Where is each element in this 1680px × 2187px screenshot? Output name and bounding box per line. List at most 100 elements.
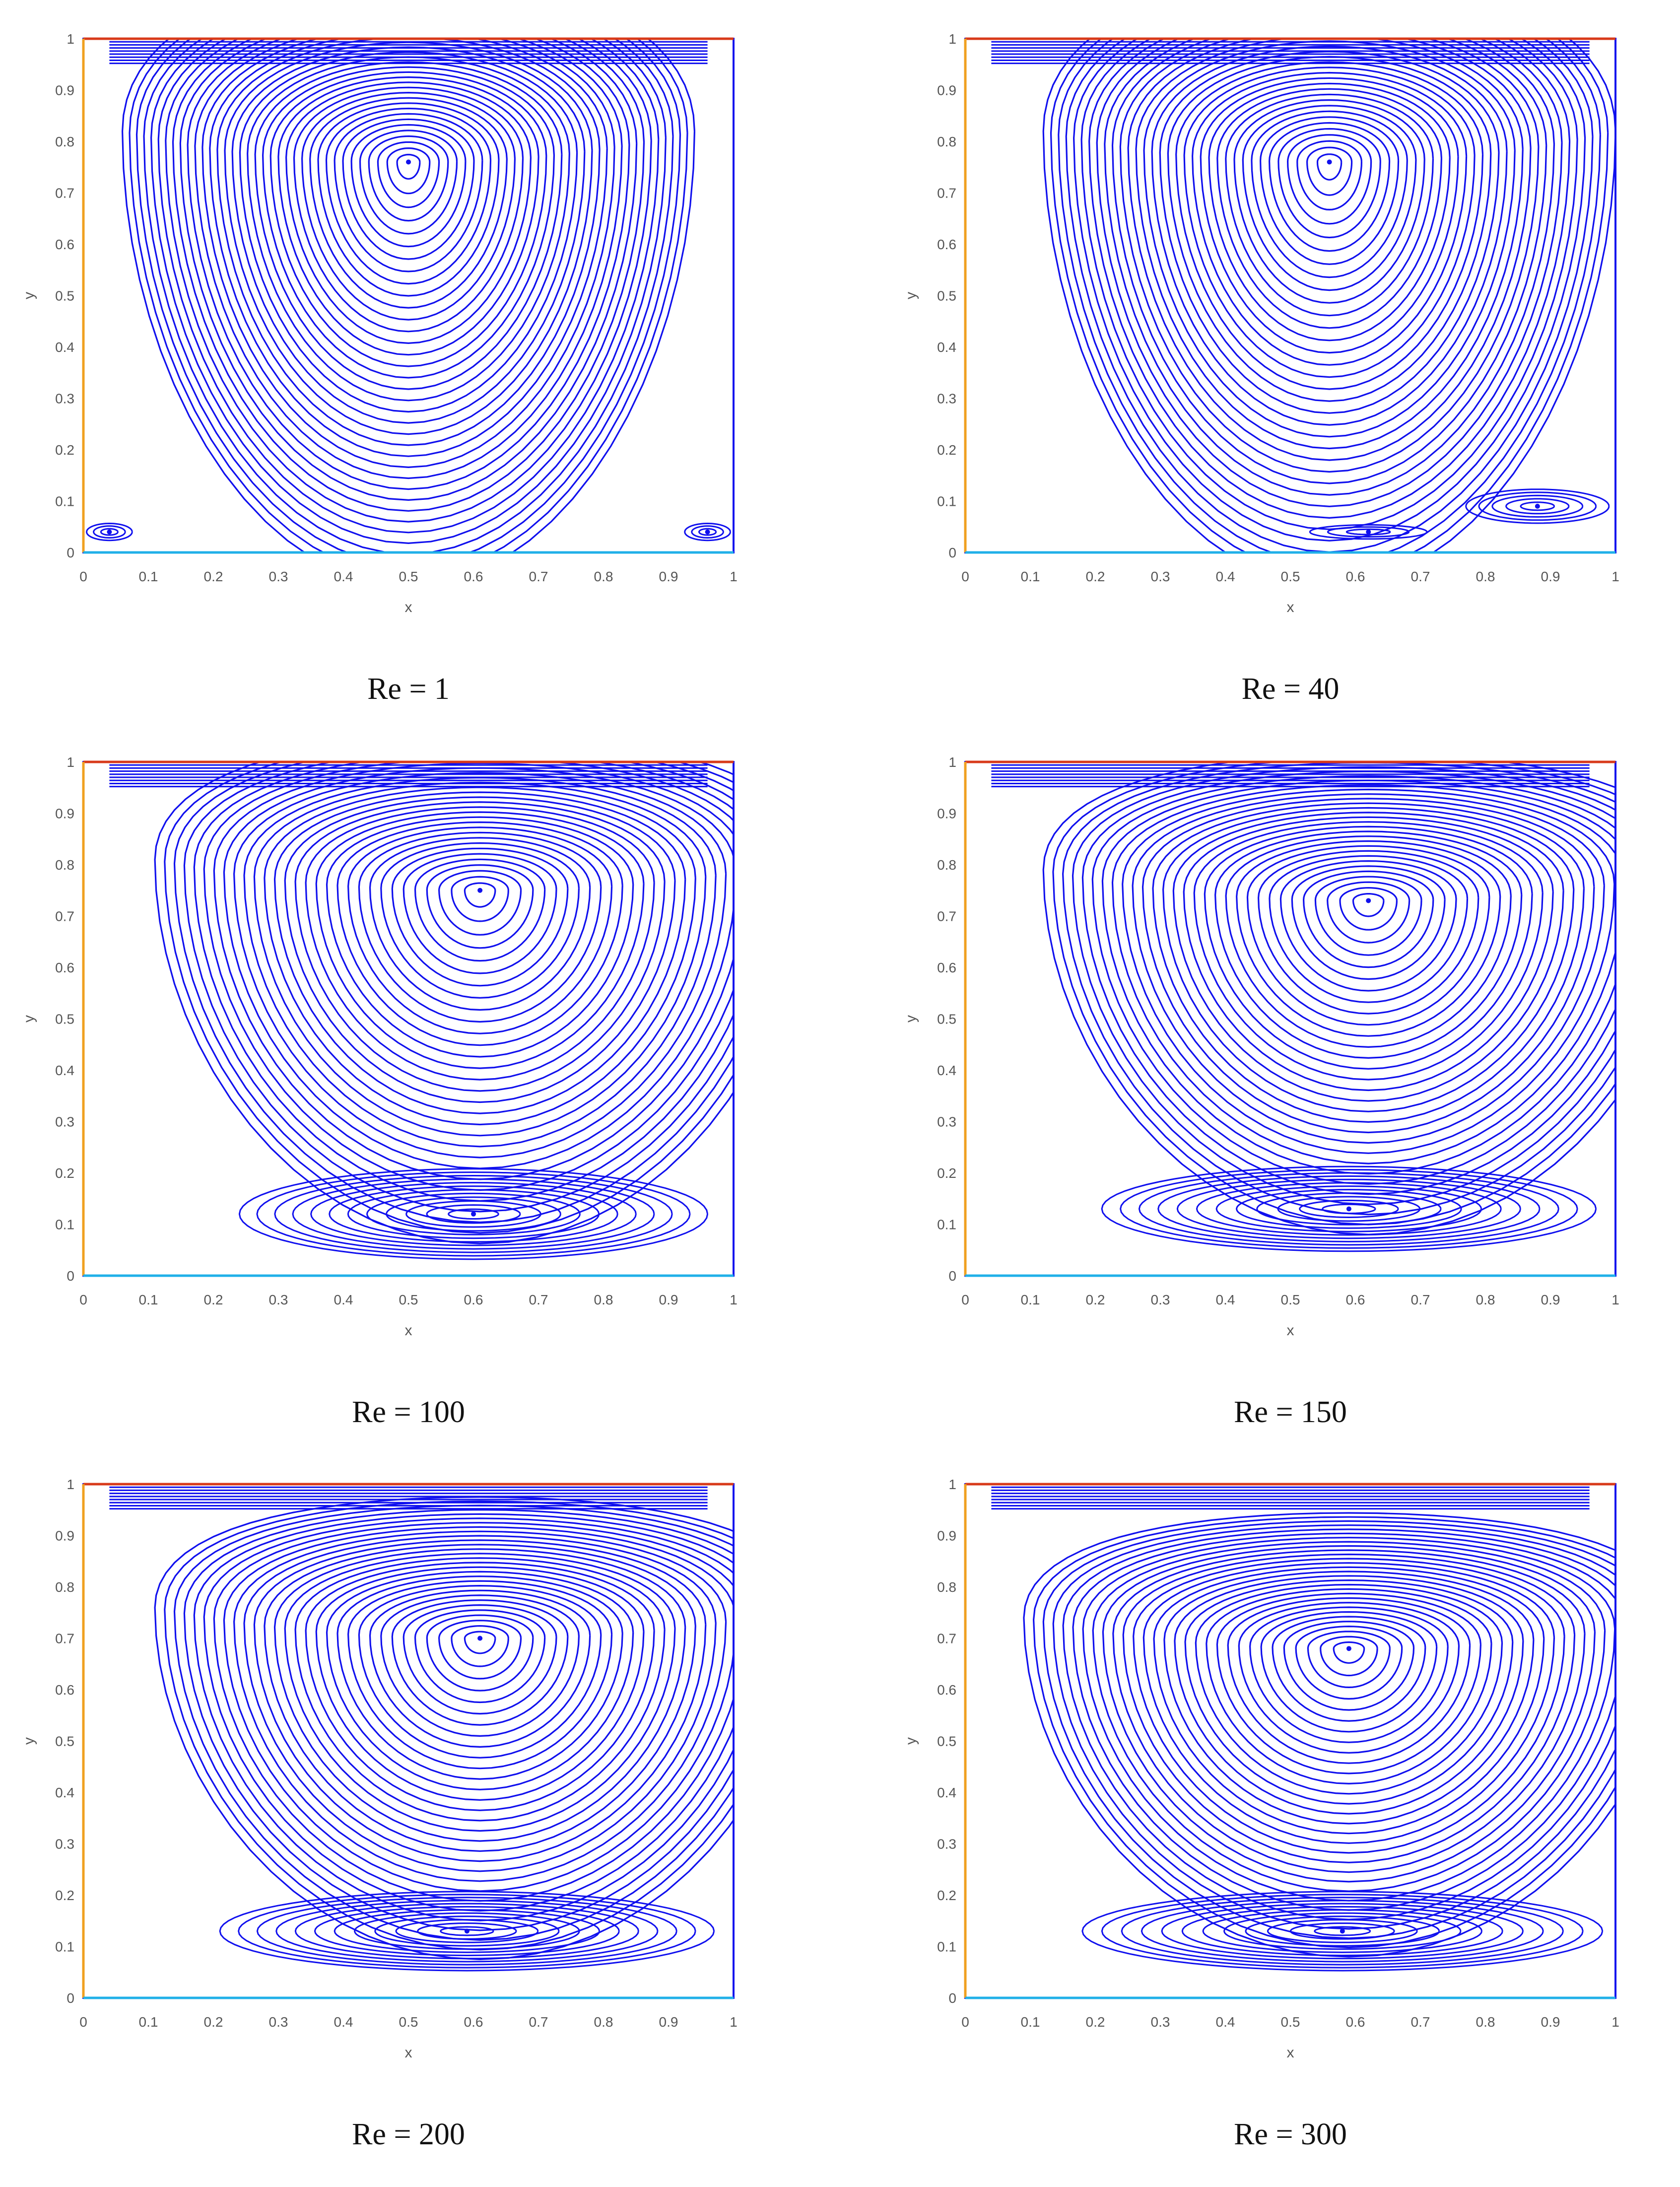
streamline <box>1200 77 1459 354</box>
y-tick-label: 0 <box>67 1990 74 2006</box>
streamline <box>347 826 613 1034</box>
y-tick-label: 0.9 <box>55 806 74 821</box>
y-tick-label: 0.9 <box>55 83 74 98</box>
streamline <box>253 1539 707 1862</box>
streamline <box>1193 821 1544 1081</box>
streamline <box>1082 1537 1615 1902</box>
x-tick-label: 0.8 <box>1476 2014 1495 2030</box>
streamline <box>1204 825 1533 1070</box>
streamline <box>1133 1558 1565 1854</box>
streamline <box>231 46 586 424</box>
x-tick-label: 0.9 <box>1541 2014 1560 2030</box>
streamline <box>1277 128 1381 239</box>
streamline <box>1191 71 1468 366</box>
y-tick-label: 1 <box>67 1477 74 1492</box>
streamline <box>358 831 602 1023</box>
streamline <box>1176 1178 1521 1239</box>
streamline <box>1183 67 1476 378</box>
streamline <box>1112 1549 1586 1873</box>
streamline <box>1042 762 1615 1235</box>
x-tick-label: 0.4 <box>334 569 353 584</box>
cavity-frame <box>82 1483 735 1999</box>
streamline <box>403 853 557 974</box>
y-tick-label: 0.6 <box>937 960 956 975</box>
streamline <box>1091 775 1615 1185</box>
y-tick-label: 0.8 <box>937 134 956 149</box>
y-tick-label: 0.7 <box>55 186 74 201</box>
y-tick-label: 0.6 <box>55 960 74 975</box>
streamline <box>426 1614 534 1692</box>
streamline <box>301 91 516 321</box>
streamline <box>1249 1606 1449 1743</box>
streamline <box>1127 39 1532 461</box>
x-tick-label: 0.1 <box>1021 2014 1040 2030</box>
x-axis-label: x <box>1287 2045 1294 2061</box>
streamline <box>1157 1175 1541 1242</box>
streamline <box>273 1548 686 1842</box>
streamline <box>293 86 524 333</box>
y-tick-label: 0.3 <box>55 391 74 407</box>
x-axis-label: x <box>1287 1322 1294 1339</box>
streamline <box>277 76 539 356</box>
streamline <box>336 1575 623 1780</box>
y-tick-label: 0.6 <box>937 237 956 252</box>
y-tick-label: 0 <box>948 1990 956 2006</box>
y-tick-label: 0.3 <box>55 1837 74 1852</box>
streamline <box>366 1192 581 1235</box>
streamline <box>1465 488 1610 524</box>
vortex-center <box>1346 1646 1351 1651</box>
streamline <box>369 1589 591 1748</box>
y-tick-label: 0.4 <box>937 1063 956 1078</box>
streamline <box>1283 1621 1415 1711</box>
streamline <box>247 56 570 402</box>
streamline <box>1256 1192 1442 1226</box>
streamline <box>1050 39 1609 552</box>
streamline <box>238 1168 709 1260</box>
streamline <box>239 51 578 413</box>
streamline <box>385 1196 561 1232</box>
streamline <box>86 522 133 542</box>
y-tick-label: 1 <box>67 31 74 47</box>
streamline <box>1257 850 1479 1015</box>
cavity-frame <box>964 761 1616 1277</box>
y-tick-label: 0.2 <box>937 1888 956 1903</box>
streamline <box>179 39 638 501</box>
streamline <box>1122 1553 1576 1863</box>
y-tick-label: 0.3 <box>55 1114 74 1130</box>
vortex-center <box>406 159 411 165</box>
streamline <box>438 870 522 936</box>
streamline <box>1102 1545 1596 1883</box>
streamline <box>1306 146 1353 196</box>
y-tick-label: 0.9 <box>937 83 956 98</box>
streamline <box>1339 887 1398 931</box>
streamline <box>1295 1625 1403 1700</box>
y-tick-label: 0.8 <box>55 1579 74 1595</box>
streamline <box>274 1174 673 1253</box>
y-tick-label: 0.3 <box>937 1837 956 1852</box>
streamline <box>1119 39 1540 473</box>
streamline <box>1175 61 1484 390</box>
streamline <box>121 39 695 552</box>
streamline <box>1062 1528 1615 1920</box>
streamline <box>1302 870 1434 968</box>
streamline <box>317 102 500 297</box>
streamline <box>342 118 475 260</box>
streamline <box>269 71 547 367</box>
streamline <box>329 1185 618 1243</box>
streamline <box>1269 855 1469 1003</box>
streamline <box>403 1604 557 1715</box>
streamline <box>374 1915 560 1947</box>
streamline <box>1268 122 1391 252</box>
streamline <box>1491 494 1584 518</box>
y-tick-label: 0.4 <box>55 340 74 355</box>
x-tick-label: 0.2 <box>1086 2014 1105 2030</box>
streamline <box>380 842 580 999</box>
streamline <box>1196 1182 1502 1236</box>
streamline <box>1279 860 1457 992</box>
streamline <box>1142 798 1595 1134</box>
streamline <box>315 1566 645 1801</box>
y-tick-label: 0.8 <box>55 857 74 873</box>
streamline <box>1141 1900 1544 1963</box>
streamlines-group <box>109 762 734 1260</box>
